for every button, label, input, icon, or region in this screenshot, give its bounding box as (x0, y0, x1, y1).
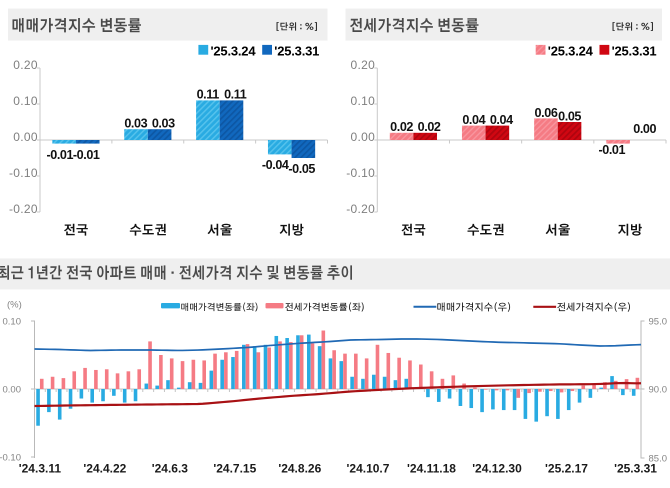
svg-text:0.02: 0.02 (418, 120, 441, 134)
svg-text:'25.3.24: '25.3.24 (548, 43, 594, 58)
svg-text:90.0: 90.0 (649, 385, 668, 396)
svg-text:0.05: 0.05 (558, 109, 581, 123)
svg-text:-0.01: -0.01 (598, 143, 625, 157)
svg-text:'24.12.30: '24.12.30 (472, 462, 522, 476)
svg-text:'25.3.24: '25.3.24 (211, 43, 257, 58)
svg-text:0.20: 0.20 (351, 58, 376, 72)
svg-text:'24.3.11: '24.3.11 (19, 462, 62, 476)
svg-text:-0.10: -0.10 (0, 453, 21, 464)
svg-text:0.11: 0.11 (224, 88, 247, 102)
svg-text:'25.3.31: '25.3.31 (274, 43, 319, 58)
svg-text:'24.4.22: '24.4.22 (83, 462, 126, 476)
svg-text:(%): (%) (7, 299, 22, 310)
svg-text:0.20: 0.20 (13, 58, 38, 72)
svg-text:'25.2.17: '25.2.17 (545, 462, 588, 476)
svg-text:0.03: 0.03 (124, 117, 147, 131)
svg-text:-0.04: -0.04 (262, 158, 289, 172)
svg-text:'24.7.15: '24.7.15 (213, 462, 256, 476)
svg-text:0.00: 0.00 (13, 130, 38, 144)
svg-text:0.04: 0.04 (490, 113, 513, 127)
svg-text:'25.3.31: '25.3.31 (612, 43, 657, 58)
svg-text:0.03: 0.03 (152, 117, 175, 131)
svg-text:-0.01: -0.01 (73, 148, 100, 162)
svg-text:0.00: 0.00 (351, 130, 376, 144)
svg-text:0.06: 0.06 (535, 106, 558, 120)
svg-text:85.0: 85.0 (649, 454, 668, 465)
svg-text:-0.01: -0.01 (46, 148, 73, 162)
svg-text:-0.20: -0.20 (9, 202, 38, 216)
svg-text:0.04: 0.04 (462, 113, 485, 127)
svg-text:'24.6.3: '24.6.3 (152, 462, 189, 476)
svg-text:0.10: 0.10 (351, 94, 376, 108)
svg-text:0.11: 0.11 (197, 88, 220, 102)
svg-text:0.00: 0.00 (3, 385, 22, 396)
svg-text:0.10: 0.10 (13, 94, 38, 108)
svg-text:-0.20: -0.20 (346, 202, 375, 216)
svg-text:'24.8.26: '24.8.26 (278, 462, 321, 476)
svg-text:0.10: 0.10 (3, 317, 22, 328)
svg-text:'24.10.7: '24.10.7 (347, 462, 390, 476)
svg-text:'24.11.18: '24.11.18 (407, 462, 456, 476)
svg-text:-0.10: -0.10 (9, 166, 38, 180)
svg-text:'25.3.31: '25.3.31 (614, 462, 657, 476)
svg-text:0.02: 0.02 (390, 120, 413, 134)
svg-text:0.00: 0.00 (633, 122, 656, 136)
svg-text:-0.05: -0.05 (288, 162, 315, 176)
svg-text:95.0: 95.0 (649, 317, 668, 328)
svg-text:-0.10: -0.10 (346, 166, 375, 180)
